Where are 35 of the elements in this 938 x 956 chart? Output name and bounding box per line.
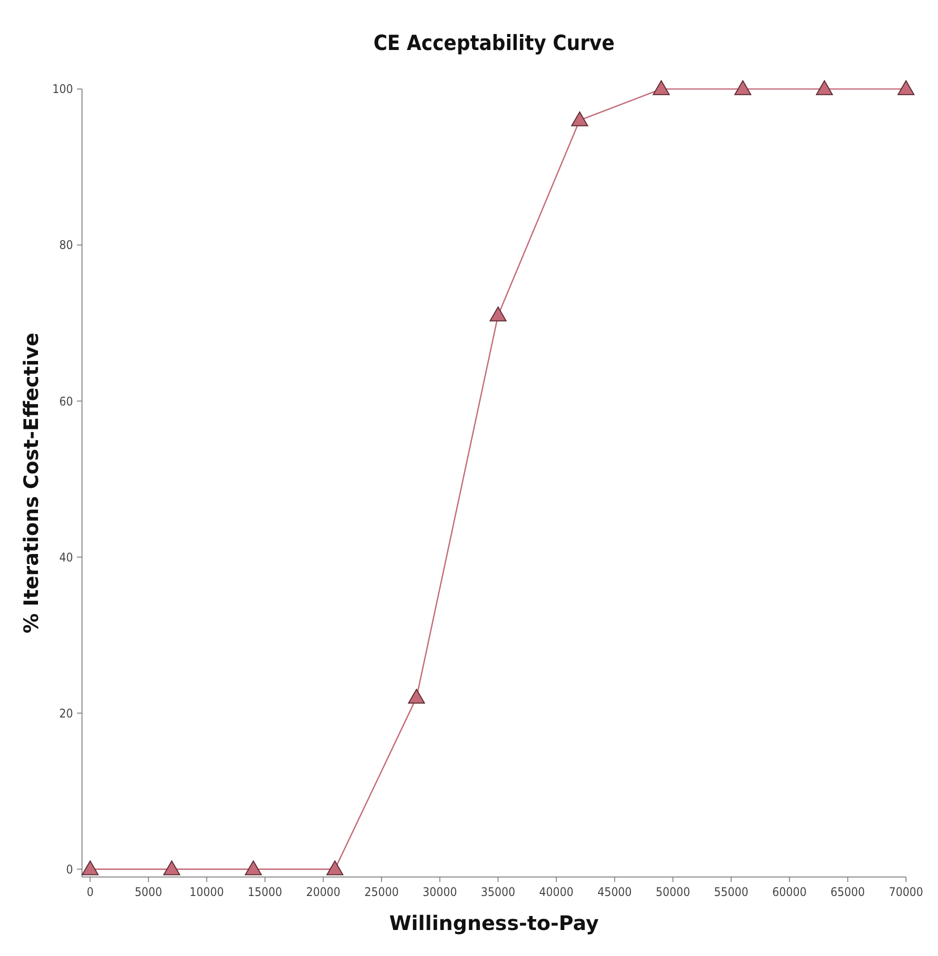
x-tick-label: 35000 [480,885,516,899]
y-tick-label: 0 [66,862,74,876]
x-tick-label: 40000 [539,885,574,899]
x-tick-label: 10000 [190,885,224,899]
x-tick-label: 30000 [422,885,458,899]
point [571,112,588,126]
point [408,688,425,704]
point [734,80,752,96]
x-tick-label: 15000 [248,885,282,899]
point [163,860,180,876]
x-tick-label: 50000 [656,885,690,899]
x-tick-label: 70000 [888,885,924,899]
x-tick-label: 5000 [134,885,162,899]
x-tick-label: 25000 [364,885,399,899]
x-axis-title: Willingness-to-Pay [389,911,599,935]
y-tick-label: 40 [59,550,74,564]
x-tick-label: 45000 [597,885,632,899]
point [244,860,262,876]
y-tick-label: 80 [59,238,74,252]
y-tick-label: 100 [52,82,74,96]
y-tick-label: 20 [59,706,74,720]
x-tick-label: 20000 [306,885,341,899]
point [898,80,914,96]
x-tick-label: 0 [86,885,94,899]
y-tick-label: 60 [59,394,74,408]
point [652,80,670,96]
y-axis-title: % Iterations Cost-Effective [19,332,43,634]
x-tick-label: 65000 [830,885,866,899]
point [82,860,99,876]
point [490,306,507,322]
x-tick-label: 60000 [772,885,807,899]
x-tick-label: 55000 [714,885,748,899]
point [816,80,833,96]
chart-title: CE Acceptability Curve [373,31,615,55]
point [326,860,344,876]
